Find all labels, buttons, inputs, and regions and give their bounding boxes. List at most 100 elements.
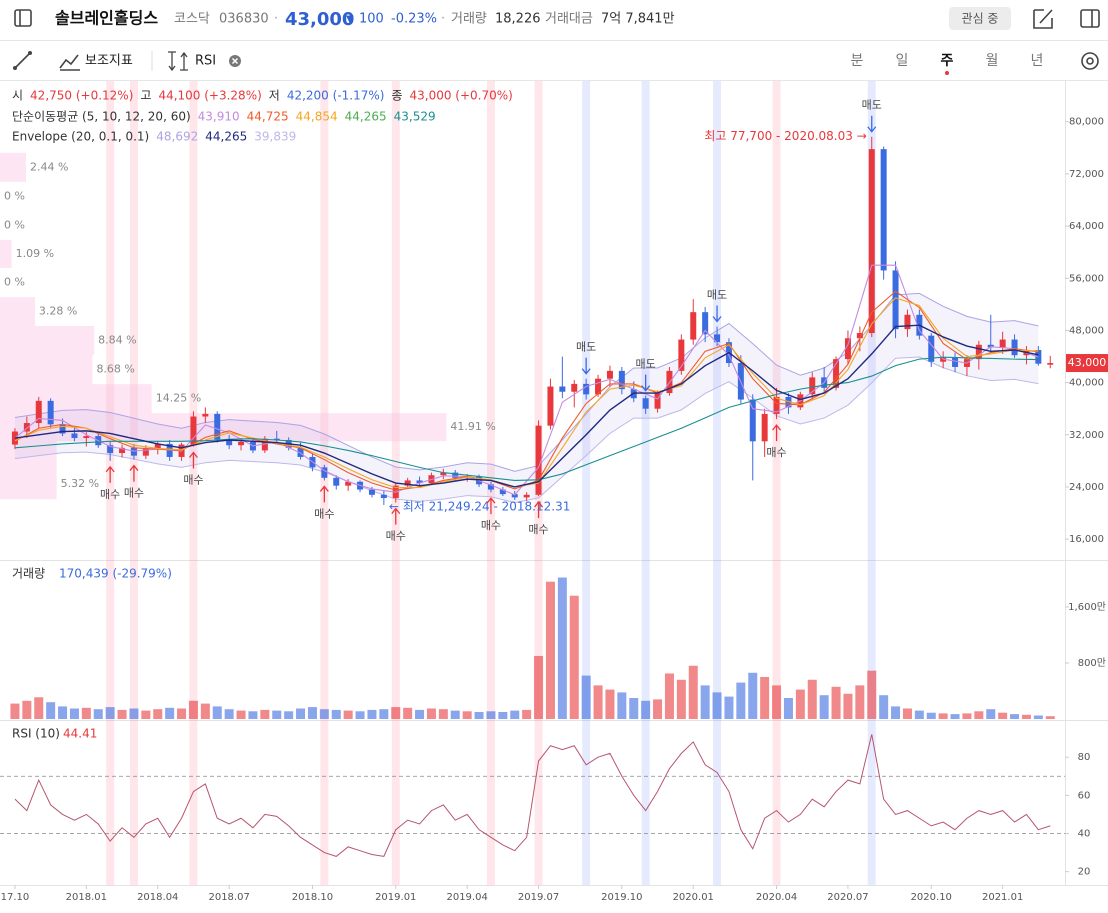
candle-body xyxy=(226,439,233,446)
volume-bar xyxy=(938,713,948,719)
watch-button[interactable] xyxy=(949,7,1011,30)
candle-body xyxy=(1011,339,1018,356)
candle-body xyxy=(380,494,387,499)
candle-body xyxy=(261,438,268,451)
candle-body xyxy=(856,333,863,339)
info-text: 종 xyxy=(391,89,402,103)
signal-arrow xyxy=(129,464,139,482)
volume-bar xyxy=(688,665,698,719)
x-tick-label: 2018.07 xyxy=(208,892,249,903)
volume-bar xyxy=(212,706,222,719)
volume-bar xyxy=(724,696,734,719)
rsi-chip[interactable]: RSI xyxy=(195,54,216,69)
candle-body xyxy=(642,398,649,409)
period-tab[interactable]: 월 xyxy=(986,53,999,69)
volume-bar xyxy=(605,689,615,719)
period-tab[interactable]: 년 xyxy=(1031,53,1044,69)
volume-bar xyxy=(998,712,1008,719)
signal-label: 매도 xyxy=(707,289,727,302)
panel-icon[interactable] xyxy=(1080,9,1100,28)
change: 100 xyxy=(359,12,384,27)
rsi-close-x xyxy=(231,57,239,65)
y-tick-label: 56,000 xyxy=(1069,273,1104,284)
indicators-button[interactable]: 보조지표 xyxy=(85,54,133,69)
candle-body xyxy=(809,377,816,395)
volume-bar xyxy=(296,708,306,719)
draw-icon[interactable] xyxy=(14,52,31,69)
volume-bar xyxy=(403,707,413,719)
draw-icon-dot xyxy=(13,66,17,70)
volume-bar xyxy=(486,711,496,719)
settings-icon[interactable] xyxy=(1081,52,1099,70)
candle-body xyxy=(975,344,982,360)
volume-bar xyxy=(58,706,68,719)
volume-bar xyxy=(831,686,841,719)
y-tick-label: 48,000 xyxy=(1069,325,1104,336)
candle-body xyxy=(142,448,149,456)
signal-band xyxy=(320,81,329,885)
info-text: 44,725 xyxy=(247,110,289,124)
x-tick-label: 2019.10 xyxy=(601,892,642,903)
candle-body xyxy=(773,396,780,414)
volume-bar xyxy=(736,682,746,719)
candle-body xyxy=(130,447,137,456)
volume-bar xyxy=(236,710,246,719)
volume-bar xyxy=(438,709,448,719)
candle-body xyxy=(595,378,602,395)
edit-icon[interactable] xyxy=(1033,9,1053,29)
candle-body xyxy=(499,489,506,495)
volume-bar xyxy=(165,707,175,719)
moving-averages xyxy=(14,264,1039,496)
volume-bar xyxy=(415,709,425,719)
profile-bar xyxy=(0,152,26,182)
volume-bar xyxy=(569,595,579,719)
sidebar-icon[interactable] xyxy=(14,9,32,27)
volume-bar xyxy=(653,699,663,719)
info-text: Envelope (20, 0.1, 0.1) xyxy=(12,130,149,144)
y-tick-label: 40,000 xyxy=(1069,378,1104,389)
x-tick-label: 2018.10 xyxy=(292,892,333,903)
watch-button-label: 관심 중 xyxy=(962,12,999,26)
profile-label: 0 % xyxy=(4,189,25,202)
high-note: 최고 77,700 - 2020.08.03 → xyxy=(704,129,866,143)
volume-bar xyxy=(772,685,782,719)
volume-bar xyxy=(105,707,115,719)
signal-label: 매수 xyxy=(766,446,786,459)
last-price-tag xyxy=(1066,354,1108,373)
candle-body xyxy=(761,413,768,442)
signal-label: 매수 xyxy=(528,523,548,536)
profile-label: 1.09 % xyxy=(16,247,54,260)
profile-label: 8.84 % xyxy=(98,334,136,347)
code: 036830 xyxy=(219,12,269,27)
profile-label: 41.91 % xyxy=(450,420,495,433)
period-tab[interactable]: 분 xyxy=(851,53,864,69)
signal-label: 매수 xyxy=(100,488,120,501)
x-tick-label: 17.10 xyxy=(1,892,30,903)
candle-body xyxy=(678,339,685,371)
candle-body xyxy=(1047,363,1054,365)
volume-bar xyxy=(760,676,770,719)
candle-body xyxy=(83,436,90,439)
candles xyxy=(10,136,1055,719)
y-tick-label: 80,000 xyxy=(1069,117,1104,128)
info-text: 저 xyxy=(269,89,280,103)
volume-bar xyxy=(319,709,329,719)
period-tab[interactable]: 주 xyxy=(941,53,954,69)
volume-bar xyxy=(498,711,508,719)
candle-body xyxy=(440,472,447,476)
volume-bar xyxy=(795,689,805,719)
volume-bar xyxy=(331,709,341,719)
volume-bar xyxy=(545,581,555,719)
candle-body xyxy=(606,370,613,379)
period-tab[interactable]: 일 xyxy=(896,53,909,69)
indicator-icon[interactable] xyxy=(59,54,80,71)
candle-body xyxy=(571,383,578,392)
signal-band xyxy=(106,81,115,885)
candle-body xyxy=(23,423,30,432)
candle-body xyxy=(487,484,494,490)
volume-bar xyxy=(914,710,924,719)
signal-band xyxy=(772,81,781,885)
candle-body xyxy=(452,472,459,478)
volume-bar xyxy=(950,714,960,719)
